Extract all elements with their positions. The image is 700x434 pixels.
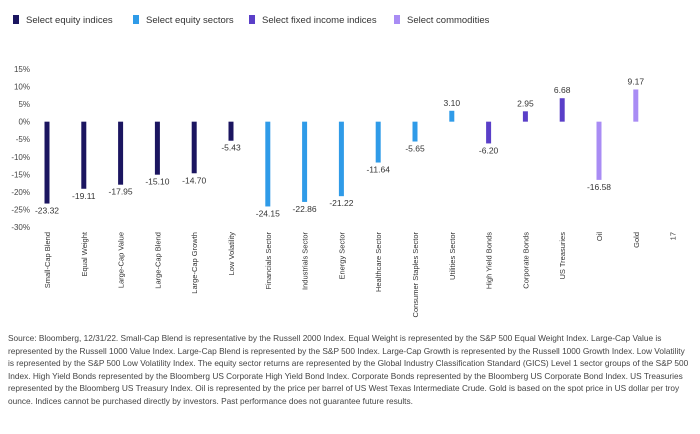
bar xyxy=(596,121,602,180)
bar xyxy=(412,121,418,142)
data-label: -21.22 xyxy=(329,198,353,208)
x-tick-label: Small-Cap Blend xyxy=(43,232,52,288)
x-axis: Small-Cap Blend Equal Weight Large-Cap Val… xyxy=(43,231,678,317)
source-footnote: Source: Bloomberg, 12/31/22. Small-Cap B… xyxy=(8,333,689,406)
data-label: 3.10 xyxy=(444,98,461,108)
x-tick-label: Financials Sector xyxy=(264,232,273,290)
bar xyxy=(302,121,308,202)
x-tick-label: Large-Cap Growth xyxy=(190,232,199,294)
y-tick-label: 0% xyxy=(18,118,30,127)
bar-series: -23.32 -19.11 -17.95 -15.10 -14.70 -5.43 -24.1… xyxy=(35,76,644,218)
x-tick-label: Energy Sector xyxy=(337,232,346,280)
legend-label: Select equity sectors xyxy=(146,15,234,26)
bar xyxy=(265,121,271,207)
bar xyxy=(338,121,344,197)
x-tick-label: High Yield Bonds xyxy=(485,232,494,289)
y-tick-label: -20% xyxy=(11,188,30,197)
x-tick-label: US Treasuries xyxy=(558,232,567,280)
y-tick-label: -10% xyxy=(11,153,30,162)
y-axis: 15% 10% 5% 0% -5% -10% -15% -20% -25% -30% xyxy=(11,65,30,232)
bar xyxy=(81,121,87,189)
y-tick-label: -30% xyxy=(11,223,30,232)
legend-swatch xyxy=(394,15,400,24)
x-tick-label: 17 xyxy=(669,232,678,240)
y-tick-label: -5% xyxy=(16,135,30,144)
y-tick-label: -25% xyxy=(11,205,30,214)
data-label: -19.11 xyxy=(72,191,96,201)
x-tick-label: Industrials Sector xyxy=(301,232,310,290)
legend-label: Select fixed income indices xyxy=(262,15,377,26)
data-label: -11.64 xyxy=(366,165,390,175)
x-tick-label: Large-Cap Value xyxy=(117,232,126,288)
legend-swatch xyxy=(249,15,255,24)
data-label: -16.58 xyxy=(587,182,611,192)
x-tick-label: Corporate Bonds xyxy=(521,232,530,289)
y-tick-label: -15% xyxy=(11,170,30,179)
legend-swatch xyxy=(13,15,19,24)
bar xyxy=(375,121,381,163)
x-tick-label: Healthcare Sector xyxy=(374,231,383,292)
chart-legend: Select equity indices Select equity secto… xyxy=(13,15,490,26)
data-label: -5.65 xyxy=(405,144,425,154)
bar xyxy=(228,121,234,141)
x-tick-label: Low Volatility xyxy=(227,232,236,276)
bar xyxy=(486,121,492,144)
legend-label: Select commodities xyxy=(407,15,490,26)
data-label: -24.15 xyxy=(256,208,280,218)
legend-label: Select equity indices xyxy=(26,15,113,26)
legend-swatch xyxy=(133,15,139,24)
x-tick-label: Gold xyxy=(632,232,641,248)
data-label: 9.17 xyxy=(628,76,645,86)
bar xyxy=(559,98,565,122)
data-label: -15.10 xyxy=(145,177,169,187)
y-tick-label: 5% xyxy=(18,100,30,109)
data-label: -5.43 xyxy=(221,143,241,153)
x-tick-label: Oil xyxy=(595,232,604,242)
bar xyxy=(191,121,197,174)
x-tick-label: Large-Cap Blend xyxy=(153,232,162,289)
bar xyxy=(118,121,124,185)
bar xyxy=(154,121,160,175)
bar xyxy=(449,110,455,122)
bar xyxy=(522,111,528,122)
data-label: 2.95 xyxy=(517,98,534,108)
data-label: -6.20 xyxy=(479,145,499,155)
data-label: -17.95 xyxy=(109,187,133,197)
x-tick-label: Consumer Staples Sector xyxy=(411,232,420,318)
bar xyxy=(633,89,639,122)
data-label: 6.68 xyxy=(554,85,571,95)
data-label: -23.32 xyxy=(35,206,59,216)
y-tick-label: 15% xyxy=(14,65,30,74)
y-tick-label: 10% xyxy=(14,83,30,92)
x-tick-label: Utilities Sector xyxy=(448,232,457,280)
bar xyxy=(44,121,50,204)
data-label: -22.86 xyxy=(293,204,317,214)
x-tick-label: Equal Weight xyxy=(80,231,89,276)
returns-bar-chart: Select equity indices Select equity secto… xyxy=(11,15,678,317)
data-label: -14.70 xyxy=(182,175,206,185)
